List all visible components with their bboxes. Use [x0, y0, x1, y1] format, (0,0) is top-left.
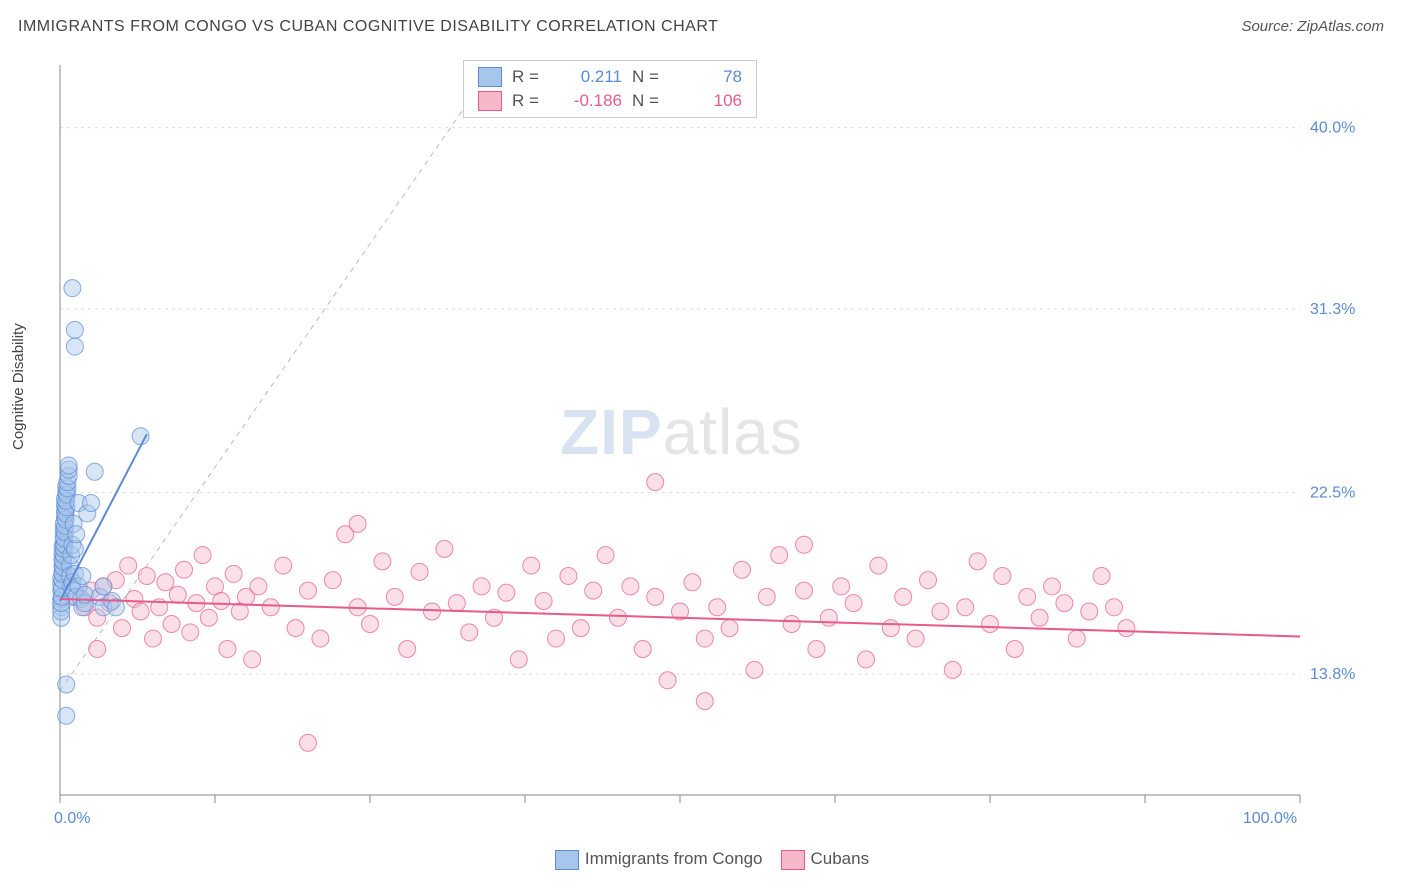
- svg-text:13.8%: 13.8%: [1310, 666, 1355, 683]
- series-legend: Immigrants from Congo Cubans: [0, 849, 1406, 870]
- source-label: Source: ZipAtlas.com: [1241, 18, 1384, 35]
- legend-label: Immigrants from Congo: [585, 849, 763, 868]
- r-value-cubans: -0.186: [558, 91, 622, 111]
- legend-row-congo: R = 0.211 N = 78: [464, 65, 756, 89]
- svg-text:31.3%: 31.3%: [1310, 301, 1355, 318]
- correlation-legend: R = 0.211 N = 78 R = -0.186 N = 106: [463, 60, 757, 118]
- n-value-cubans: 106: [678, 91, 742, 111]
- chart-title: IMMIGRANTS FROM CONGO VS CUBAN COGNITIVE…: [18, 18, 718, 36]
- svg-text:40.0%: 40.0%: [1310, 120, 1355, 137]
- legend-swatch: [781, 850, 805, 870]
- r-label: R =: [512, 91, 548, 111]
- n-label: N =: [632, 91, 668, 111]
- y-axis-label: Cognitive Disability: [10, 323, 27, 450]
- svg-text:22.5%: 22.5%: [1310, 485, 1355, 502]
- n-label: N =: [632, 67, 668, 87]
- scatter-plot: 13.8% 22.5% 31.3% 40.0% 0.0% 100.0%: [50, 55, 1370, 835]
- svg-text:100.0%: 100.0%: [1243, 810, 1297, 827]
- swatch-cubans: [478, 91, 502, 111]
- swatch-congo: [478, 67, 502, 87]
- legend-swatch: [555, 850, 579, 870]
- r-value-congo: 0.211: [558, 67, 622, 87]
- n-value-congo: 78: [678, 67, 742, 87]
- legend-row-cubans: R = -0.186 N = 106: [464, 89, 756, 113]
- r-label: R =: [512, 67, 548, 87]
- legend-label: Cubans: [811, 849, 870, 868]
- svg-text:0.0%: 0.0%: [54, 810, 90, 827]
